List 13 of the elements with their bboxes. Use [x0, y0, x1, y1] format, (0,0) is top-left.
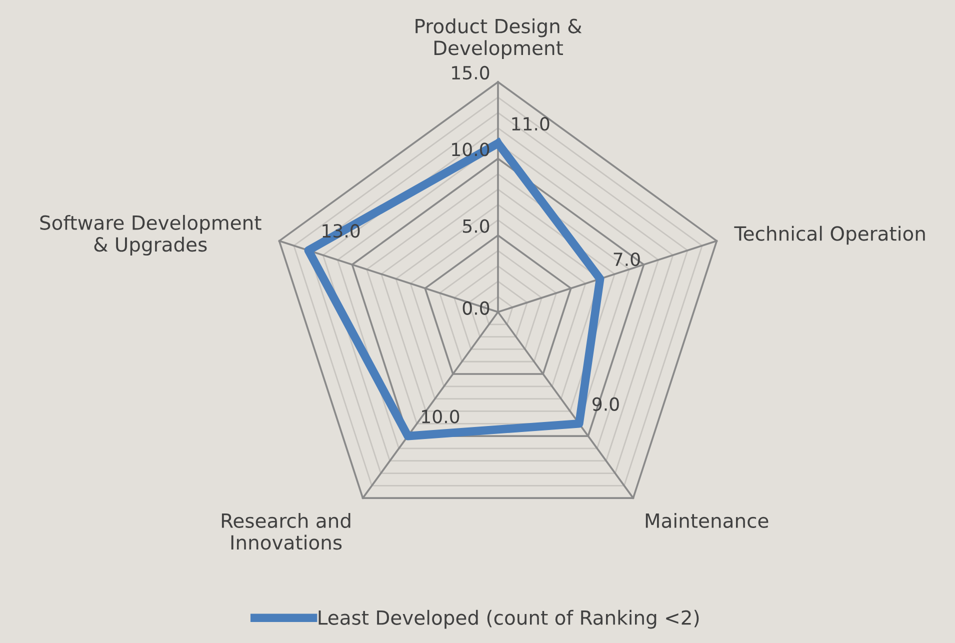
y-tick-label: 5.0 — [463, 219, 490, 233]
data-label: 9.0 — [592, 397, 619, 411]
y-tick-label: 15.0 — [452, 66, 490, 80]
data-label: 10.0 — [422, 410, 460, 424]
spoke-label: Maintenance — [646, 512, 768, 528]
data-label: 11.0 — [512, 116, 550, 131]
spoke-label: Research and Innovations — [222, 512, 350, 550]
spoke-label: Software Development & Upgrades — [40, 214, 262, 256]
data-label: 7.0 — [614, 252, 640, 266]
spoke-label: Technical Operation — [734, 226, 925, 245]
legend-label: Least Developed (count of Ranking <2) — [318, 610, 699, 629]
y-tick-label: 0.0 — [462, 301, 490, 315]
spoke-label: Product Design & Development — [416, 18, 582, 59]
